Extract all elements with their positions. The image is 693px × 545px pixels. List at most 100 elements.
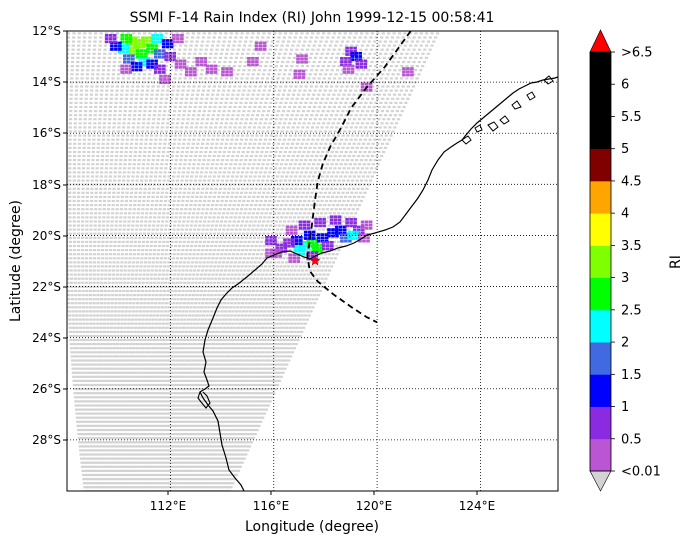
swath-footprint [177, 114, 181, 117]
swath-footprint [222, 244, 226, 248]
swath-footprint [71, 322, 76, 325]
swath-footprint [227, 310, 231, 313]
swath-footprint [366, 56, 370, 59]
swath-footprint [81, 187, 85, 190]
swath-footprint [99, 179, 103, 182]
swath-footprint [270, 269, 274, 272]
swath-footprint [266, 163, 270, 166]
swath-footprint [103, 318, 107, 321]
swath-footprint [326, 265, 330, 268]
swath-footprint [304, 159, 308, 162]
swath-footprint [68, 142, 72, 145]
swath-footprint [245, 171, 249, 174]
swath-footprint [120, 142, 124, 145]
swath-footprint [258, 302, 263, 305]
swath-footprint [344, 204, 348, 207]
swath-footprint [105, 249, 109, 252]
swath-footprint [230, 228, 234, 231]
swath-footprint [288, 36, 292, 39]
swath-footprint [118, 232, 122, 235]
swath-footprint [202, 224, 206, 227]
swath-footprint [235, 77, 239, 80]
swath-footprint [85, 85, 89, 88]
swath-footprint [235, 191, 239, 194]
swath-footprint [134, 281, 138, 284]
swath-footprint [269, 195, 273, 198]
swath-footprint [316, 48, 320, 51]
swath-footprint [185, 249, 189, 252]
swath-footprint [170, 240, 174, 243]
swath-footprint [82, 314, 86, 317]
swath-footprint [237, 216, 241, 219]
swath-footprint [236, 150, 241, 154]
swath-footprint [235, 32, 239, 35]
swath-footprint [296, 298, 300, 301]
swath-footprint [210, 163, 214, 166]
swath-footprint [72, 159, 77, 162]
swath-footprint [345, 212, 349, 215]
swath-footprint [257, 236, 261, 239]
swath-footprint [272, 314, 276, 317]
swath-footprint [64, 155, 67, 157]
swath-footprint [222, 228, 226, 231]
swath-footprint [398, 32, 402, 35]
swath-footprint [67, 52, 70, 55]
swath-footprint [182, 285, 186, 288]
swath-footprint [278, 277, 282, 280]
swath-footprint [425, 44, 429, 47]
swath-footprint [64, 188, 67, 190]
swath-footprint [383, 40, 387, 43]
swath-footprint [277, 56, 281, 59]
swath-footprint [342, 199, 346, 203]
swath-footprint [76, 204, 81, 207]
swath-footprint [221, 212, 226, 215]
swath-footprint [211, 257, 215, 260]
swath-footprint [105, 150, 109, 154]
swath-footprint [70, 77, 74, 80]
swath-footprint [298, 199, 302, 203]
swath-footprint [367, 93, 371, 96]
swath-footprint [117, 126, 121, 129]
swath-footprint [140, 138, 144, 141]
swath-footprint [284, 273, 288, 276]
swath-footprint [355, 146, 359, 149]
swath-footprint [89, 236, 93, 239]
swath-footprint [282, 314, 287, 317]
swath-footprint [110, 302, 114, 305]
swath-footprint [167, 142, 172, 145]
swath-footprint [303, 40, 307, 43]
swath-footprint [217, 85, 222, 88]
swath-footprint [69, 249, 73, 252]
swath-footprint [263, 154, 267, 158]
swath-footprint [239, 81, 243, 84]
swath-footprint [187, 110, 192, 113]
swath-footprint [254, 118, 259, 121]
swath-footprint [428, 36, 432, 39]
swath-footprint [145, 130, 149, 133]
swath-footprint [190, 69, 194, 72]
swath-footprint [339, 150, 344, 154]
swath-footprint [92, 134, 96, 137]
swath-footprint [345, 85, 349, 88]
swath-footprint [103, 195, 107, 198]
swath-footprint [291, 154, 295, 158]
swath-footprint [236, 114, 240, 117]
swath-footprint [319, 56, 323, 59]
swath-footprint [209, 249, 213, 252]
swath-footprint [177, 52, 181, 55]
swath-footprint [112, 130, 116, 133]
swath-footprint [84, 105, 88, 109]
swath-footprint [182, 56, 186, 59]
swath-footprint [365, 122, 369, 125]
swath-footprint [95, 179, 99, 182]
swath-footprint [169, 69, 173, 72]
swath-footprint [346, 134, 350, 137]
swath-footprint [79, 93, 83, 96]
swath-footprint [252, 163, 256, 166]
swath-footprint [380, 48, 384, 51]
swath-footprint [131, 318, 135, 321]
swath-footprint [311, 306, 315, 309]
swath-footprint [100, 253, 105, 256]
swath-footprint [125, 187, 129, 190]
swath-footprint [113, 310, 118, 313]
